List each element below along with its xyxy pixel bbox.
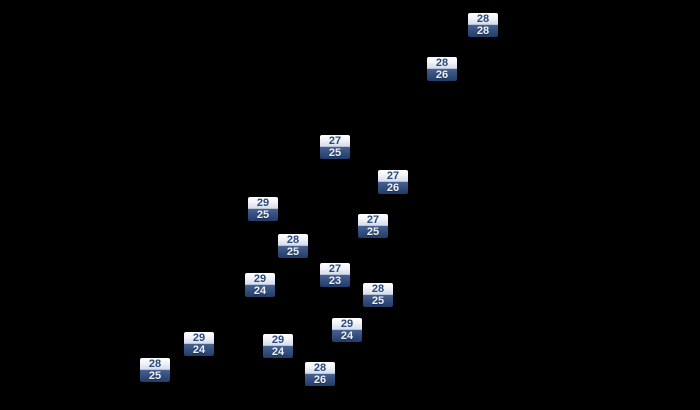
low-temp-label: 24 — [263, 346, 293, 358]
temperature-marker[interactable]: 28 25 — [140, 358, 170, 382]
temperature-marker[interactable]: 29 24 — [184, 332, 214, 356]
high-temp-label: 28 — [140, 358, 170, 370]
low-temp-label: 25 — [140, 370, 170, 382]
low-temp-label: 28 — [468, 25, 498, 37]
low-temp-label: 24 — [184, 344, 214, 356]
low-temp-label: 24 — [245, 285, 275, 297]
low-temp-label: 25 — [278, 246, 308, 258]
temperature-marker[interactable]: 27 25 — [358, 214, 388, 238]
low-temp-label: 26 — [305, 374, 335, 386]
temperature-marker[interactable]: 27 26 — [378, 170, 408, 194]
high-temp-label: 28 — [468, 13, 498, 25]
high-temp-label: 29 — [332, 318, 362, 330]
high-temp-label: 29 — [184, 332, 214, 344]
high-temp-label: 29 — [248, 197, 278, 209]
high-temp-label: 28 — [305, 362, 335, 374]
temperature-marker[interactable]: 27 23 — [320, 263, 350, 287]
high-temp-label: 28 — [278, 234, 308, 246]
high-temp-label: 29 — [245, 273, 275, 285]
low-temp-label: 26 — [378, 182, 408, 194]
low-temp-label: 26 — [427, 69, 457, 81]
high-temp-label: 27 — [358, 214, 388, 226]
high-temp-label: 29 — [263, 334, 293, 346]
high-temp-label: 27 — [378, 170, 408, 182]
temperature-marker[interactable]: 29 24 — [263, 334, 293, 358]
high-temp-label: 27 — [320, 135, 350, 147]
temperature-marker[interactable]: 28 25 — [363, 283, 393, 307]
temperature-marker[interactable]: 28 28 — [468, 13, 498, 37]
low-temp-label: 25 — [248, 209, 278, 221]
high-temp-label: 27 — [320, 263, 350, 275]
low-temp-label: 25 — [358, 226, 388, 238]
low-temp-label: 25 — [320, 147, 350, 159]
temperature-marker[interactable]: 29 24 — [332, 318, 362, 342]
low-temp-label: 24 — [332, 330, 362, 342]
temperature-marker[interactable]: 29 25 — [248, 197, 278, 221]
temperature-marker[interactable]: 29 24 — [245, 273, 275, 297]
temperature-marker[interactable]: 27 25 — [320, 135, 350, 159]
low-temp-label: 25 — [363, 295, 393, 307]
high-temp-label: 28 — [427, 57, 457, 69]
high-temp-label: 28 — [363, 283, 393, 295]
low-temp-label: 23 — [320, 275, 350, 287]
temperature-marker[interactable]: 28 26 — [427, 57, 457, 81]
temperature-marker[interactable]: 28 26 — [305, 362, 335, 386]
temperature-marker[interactable]: 28 25 — [278, 234, 308, 258]
